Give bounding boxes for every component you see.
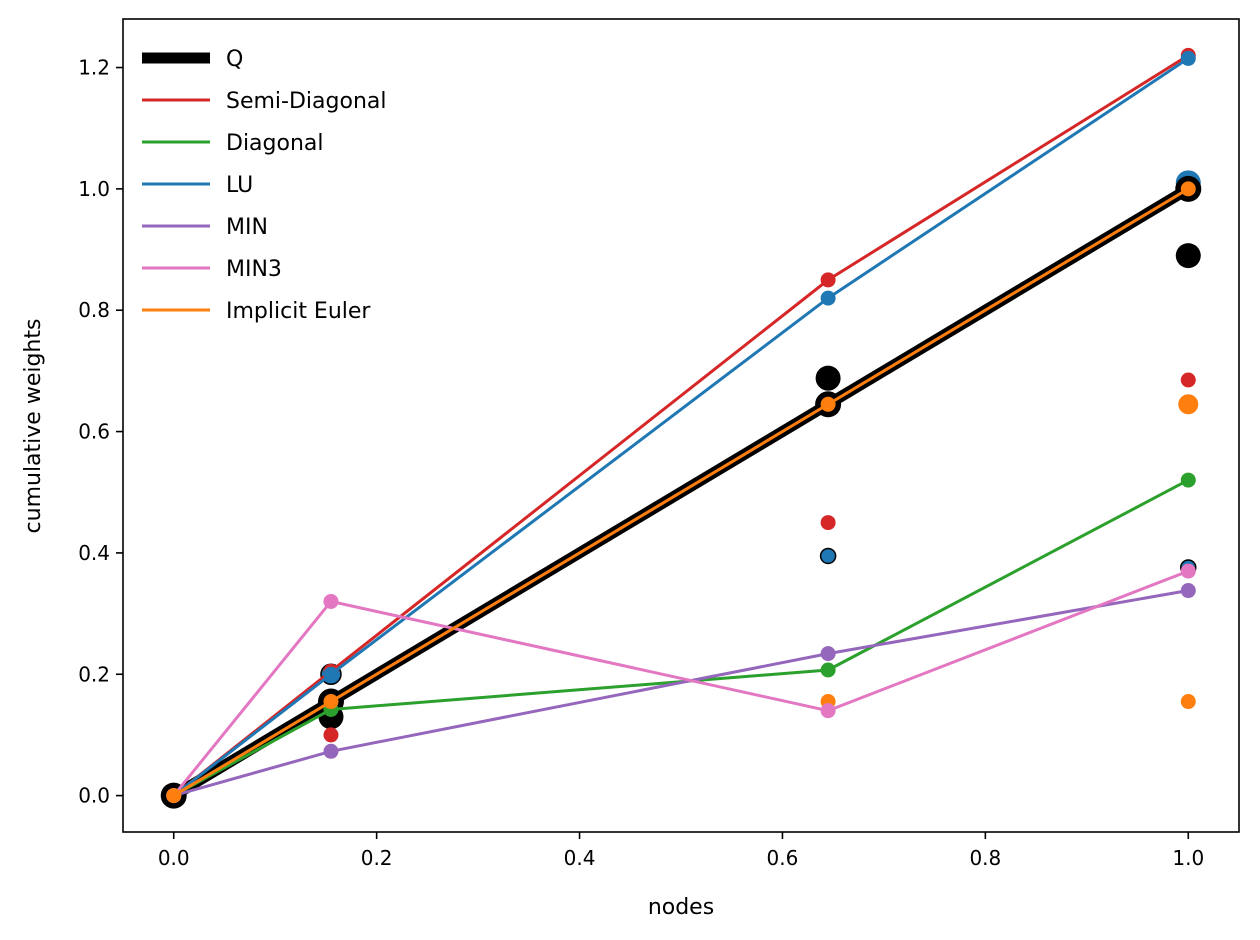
point-diagonal — [820, 662, 836, 678]
series-line-min — [173, 589, 1189, 798]
extra-point — [819, 547, 837, 565]
plot-marks — [160, 47, 1202, 809]
legend-label-diagonal: Diagonal — [226, 131, 324, 156]
point-implicit-euler — [166, 788, 182, 804]
y-tick-label: 0.4 — [78, 541, 110, 565]
y-tick-label: 0.8 — [78, 298, 110, 322]
extra-point — [815, 365, 841, 391]
x-tick-label: 0.6 — [767, 846, 799, 870]
y-tick-label: 0.6 — [78, 420, 110, 444]
y-tick-label: 0.2 — [78, 662, 110, 686]
y-axis-label: cumulative weights — [21, 319, 46, 534]
legend-label-lu: LU — [226, 173, 253, 198]
point-lu — [323, 666, 339, 682]
legend-label-min3: MIN3 — [226, 257, 282, 282]
x-tick-label: 1.0 — [1172, 846, 1204, 870]
y-axis-ticks: 0.0 0.2 0.4 0.6 0.8 1.0 1.2 — [78, 56, 123, 808]
extra-point — [1180, 372, 1196, 388]
x-tick-label: 0.2 — [361, 846, 393, 870]
extra-point — [820, 515, 836, 531]
series-line-lu — [172, 57, 1190, 797]
point-diagonal — [1180, 472, 1196, 488]
x-axis-ticks: 0.0 0.2 0.4 0.6 0.8 1.0 — [158, 832, 1204, 870]
point-min — [1180, 583, 1196, 599]
point-implicit-euler — [820, 396, 836, 412]
point-min3 — [1180, 563, 1196, 579]
extra-point — [1178, 394, 1199, 415]
legend: Q Semi-Diagonal Diagonal LU MIN MIN3 Implicit … — [142, 47, 386, 324]
x-axis-label: nodes — [648, 895, 714, 920]
point-min3 — [820, 703, 836, 719]
legend-label-semi-diagonal: Semi-Diagonal — [226, 89, 386, 114]
x-tick-label: 0.4 — [564, 846, 596, 870]
series-line-diagonal — [173, 478, 1189, 797]
point-semi-diagonal — [820, 272, 836, 288]
legend-label-implicit-euler: Implicit Euler — [226, 299, 371, 324]
point-min — [820, 646, 836, 662]
point-implicit-euler — [323, 694, 339, 710]
x-tick-label: 0.8 — [969, 846, 1001, 870]
y-tick-label: 1.2 — [78, 56, 110, 80]
series-implicit-euler — [166, 181, 1196, 804]
extra-point — [1180, 694, 1196, 710]
series-line-min3 — [172, 569, 1189, 797]
point-implicit-euler — [1180, 181, 1196, 197]
legend-label-q: Q — [226, 47, 243, 72]
point-min — [323, 743, 339, 759]
series-line-implicit-euler — [172, 187, 1190, 797]
y-tick-label: 0.0 — [78, 784, 110, 808]
extra-point — [323, 727, 339, 743]
y-tick-label: 1.0 — [78, 177, 110, 201]
point-min3 — [323, 593, 339, 609]
x-tick-label: 0.0 — [158, 846, 190, 870]
plot-frame — [122, 18, 1240, 833]
point-lu — [820, 290, 836, 306]
legend-label-min: MIN — [226, 215, 268, 240]
point-lu — [1180, 50, 1196, 66]
extra-point — [1175, 243, 1201, 269]
